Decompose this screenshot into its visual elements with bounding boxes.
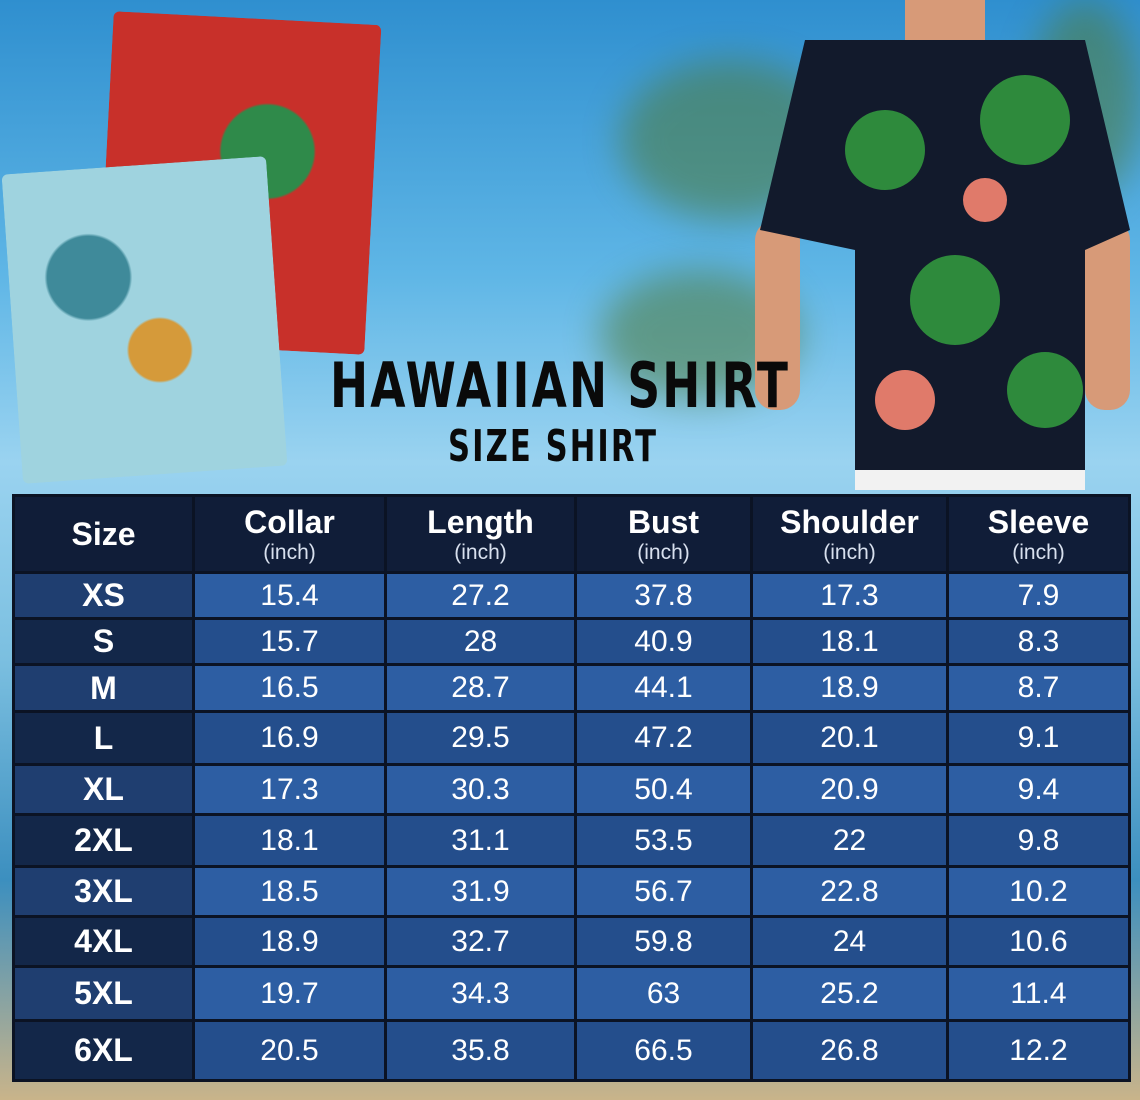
cell-length: 34.3 — [384, 965, 577, 1022]
cell-sleeve: 8.3 — [946, 617, 1131, 666]
cell-shoulder: 24 — [750, 915, 949, 968]
cell-bust: 44.1 — [574, 663, 753, 713]
cell-size: 3XL — [12, 865, 195, 918]
cell-length: 32.7 — [384, 915, 577, 968]
cell-sleeve: 9.8 — [946, 813, 1131, 868]
cell-shoulder: 25.2 — [750, 965, 949, 1022]
cell-size: 6XL — [12, 1019, 195, 1082]
cell-sleeve: 9.4 — [946, 763, 1131, 816]
cell-collar: 20.5 — [192, 1019, 387, 1082]
cell-length: 31.1 — [384, 813, 577, 868]
cell-sleeve: 12.2 — [946, 1019, 1131, 1082]
cell-collar: 16.5 — [192, 663, 387, 713]
header-unit: (inch) — [263, 540, 316, 564]
cell-collar: 18.1 — [192, 813, 387, 868]
cell-shoulder: 18.9 — [750, 663, 949, 713]
cell-sleeve: 8.7 — [946, 663, 1131, 713]
cell-bust: 59.8 — [574, 915, 753, 968]
cell-bust: 50.4 — [574, 763, 753, 816]
header-label: Bust — [627, 503, 700, 540]
table-row: M 16.5 28.7 44.1 18.9 8.7 — [12, 663, 1131, 713]
cell-sleeve: 11.4 — [946, 965, 1131, 1022]
cell-collar: 16.9 — [192, 710, 387, 766]
header-label: Sleeve — [987, 503, 1090, 540]
cell-length: 31.9 — [384, 865, 577, 918]
table-row: 5XL 19.7 34.3 63 25.2 11.4 — [12, 965, 1131, 1022]
header-size: Size — [12, 494, 195, 574]
table-row: 3XL 18.5 31.9 56.7 22.8 10.2 — [12, 865, 1131, 918]
cell-length: 30.3 — [384, 763, 577, 816]
cell-sleeve: 10.6 — [946, 915, 1131, 968]
header-label: Shoulder — [780, 503, 919, 540]
cell-shoulder: 26.8 — [750, 1019, 949, 1082]
cell-bust: 66.5 — [574, 1019, 753, 1082]
cell-bust: 53.5 — [574, 813, 753, 868]
cell-collar: 18.9 — [192, 915, 387, 968]
cell-length: 27.2 — [384, 571, 577, 620]
cell-length: 28.7 — [384, 663, 577, 713]
table-row: XL 17.3 30.3 50.4 20.9 9.4 — [12, 763, 1131, 816]
cell-sleeve: 7.9 — [946, 571, 1131, 620]
table-row: 6XL 20.5 35.8 66.5 26.8 12.2 — [12, 1019, 1131, 1082]
header-unit: (inch) — [637, 540, 690, 564]
header-sleeve: Sleeve (inch) — [946, 494, 1131, 574]
page-subtitle: SIZE SHIRT — [448, 421, 659, 472]
cell-size: XS — [12, 571, 195, 620]
cell-size: 2XL — [12, 813, 195, 868]
cell-collar: 15.4 — [192, 571, 387, 620]
cell-length: 35.8 — [384, 1019, 577, 1082]
cell-shoulder: 20.1 — [750, 710, 949, 766]
cell-collar: 18.5 — [192, 865, 387, 918]
cell-shoulder: 17.3 — [750, 571, 949, 620]
cell-length: 28 — [384, 617, 577, 666]
header-shoulder: Shoulder (inch) — [750, 494, 949, 574]
cell-bust: 40.9 — [574, 617, 753, 666]
cell-size: 5XL — [12, 965, 195, 1022]
header-unit: (inch) — [823, 540, 876, 564]
header-bust: Bust (inch) — [574, 494, 753, 574]
cell-collar: 15.7 — [192, 617, 387, 666]
header-unit: (inch) — [1012, 540, 1065, 564]
model-wearing-shirt-image — [755, 0, 1130, 490]
table-row: S 15.7 28 40.9 18.1 8.3 — [12, 617, 1131, 666]
table-row: 2XL 18.1 31.1 53.5 22 9.8 — [12, 813, 1131, 868]
table-row: XS 15.4 27.2 37.8 17.3 7.9 — [12, 571, 1131, 620]
cell-collar: 19.7 — [192, 965, 387, 1022]
cell-bust: 47.2 — [574, 710, 753, 766]
size-chart-table: Size Collar (inch) Length (inch) Bust (inch… — [12, 494, 1131, 1082]
cell-size: M — [12, 663, 195, 713]
header-label: Collar — [244, 503, 335, 540]
cell-shoulder: 22 — [750, 813, 949, 868]
cell-size: L — [12, 710, 195, 766]
header-length: Length (inch) — [384, 494, 577, 574]
cell-bust: 63 — [574, 965, 753, 1022]
table-row: L 16.9 29.5 47.2 20.1 9.1 — [12, 710, 1131, 766]
cell-sleeve: 10.2 — [946, 865, 1131, 918]
cell-shoulder: 22.8 — [750, 865, 949, 918]
cell-collar: 17.3 — [192, 763, 387, 816]
cell-bust: 37.8 — [574, 571, 753, 620]
light-blue-shirt-image — [1, 156, 288, 484]
cell-shoulder: 20.9 — [750, 763, 949, 816]
table-header-row: Size Collar (inch) Length (inch) Bust (inch… — [12, 494, 1131, 574]
cell-sleeve: 9.1 — [946, 710, 1131, 766]
cell-bust: 56.7 — [574, 865, 753, 918]
page-title: HAWAIIAN SHIRT — [330, 349, 791, 422]
cell-size: 4XL — [12, 915, 195, 968]
cell-shoulder: 18.1 — [750, 617, 949, 666]
cell-size: XL — [12, 763, 195, 816]
table-row: 4XL 18.9 32.7 59.8 24 10.6 — [12, 915, 1131, 968]
header-label: Size — [71, 516, 136, 552]
header-collar: Collar (inch) — [192, 494, 387, 574]
header-label: Length — [427, 503, 534, 540]
cell-length: 29.5 — [384, 710, 577, 766]
cell-size: S — [12, 617, 195, 666]
header-unit: (inch) — [454, 540, 507, 564]
